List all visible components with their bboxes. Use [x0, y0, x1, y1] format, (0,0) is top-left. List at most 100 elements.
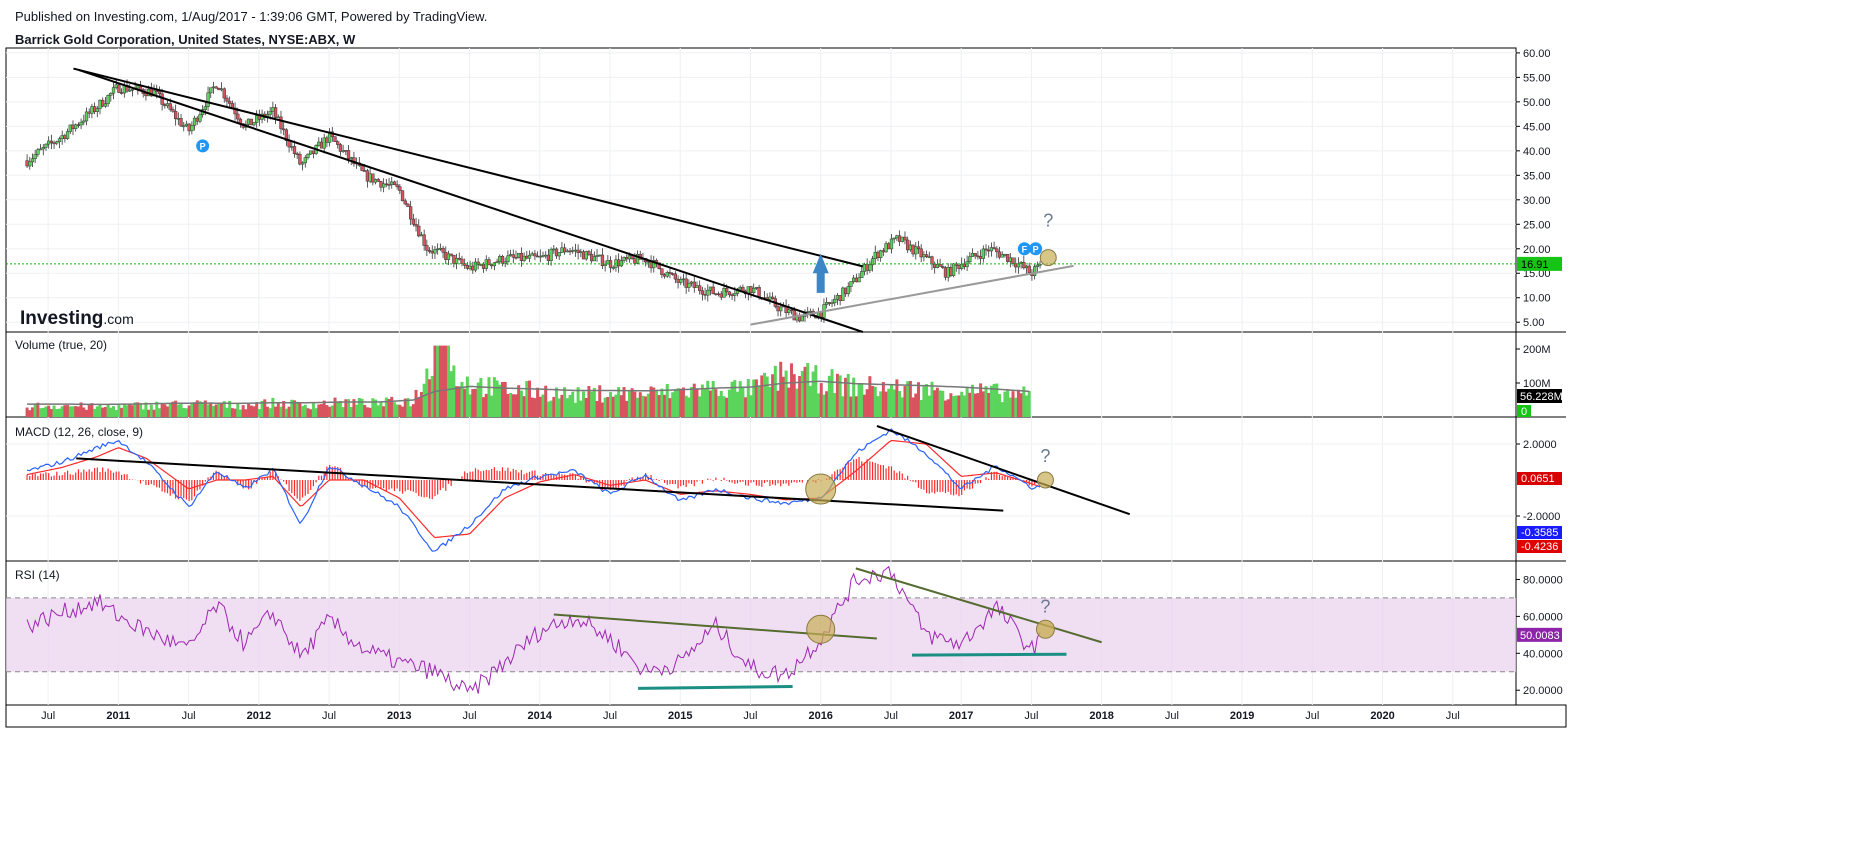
- candle-body: [252, 122, 256, 126]
- candle: [987, 245, 991, 258]
- candle: [514, 250, 518, 260]
- candle-body: [984, 248, 988, 251]
- volume-bar: [673, 389, 677, 417]
- volume-bar: [193, 402, 197, 417]
- candle: [535, 251, 540, 258]
- volume-bar: [160, 403, 164, 417]
- volume-bar: [749, 395, 753, 417]
- candle-body: [960, 263, 964, 269]
- volume-tick-label: 100M: [1523, 378, 1551, 390]
- candle: [498, 254, 502, 264]
- candle-body: [219, 88, 224, 91]
- volume-bar: [741, 387, 745, 417]
- volume-bar: [130, 405, 134, 417]
- candle-body: [560, 247, 564, 253]
- candle: [300, 161, 305, 171]
- candle-body: [957, 265, 961, 269]
- volume-bar: [368, 407, 372, 417]
- volume-bar: [446, 345, 450, 417]
- volume-bar: [803, 366, 807, 417]
- candle-body: [90, 106, 94, 114]
- volume-bar: [911, 397, 915, 417]
- rsi-tick-label: 40.0000: [1523, 648, 1563, 660]
- candle-body: [371, 173, 375, 183]
- candle: [57, 136, 62, 149]
- volume-bar: [182, 407, 186, 417]
- candle-body: [271, 107, 275, 112]
- x-tick-label: 2012: [247, 710, 271, 722]
- candle-body: [749, 286, 753, 294]
- candle-body: [163, 104, 167, 107]
- candle-body: [895, 235, 899, 239]
- volume-zero-label: 0: [1521, 406, 1527, 418]
- candle-body: [63, 135, 67, 139]
- highlight-circle: [805, 473, 837, 505]
- volume-bar: [409, 406, 413, 417]
- candle-body: [1008, 257, 1012, 262]
- candle-body: [408, 206, 413, 220]
- candle-body: [373, 179, 378, 183]
- volume-bar: [390, 396, 394, 417]
- volume-bar: [133, 402, 137, 417]
- macd-signal-line: [26, 439, 1041, 539]
- candle: [989, 242, 994, 257]
- volume-bar: [290, 399, 294, 417]
- candle: [530, 251, 534, 256]
- volume-bar: [449, 371, 453, 417]
- volume-bar: [541, 394, 545, 417]
- candle-body: [446, 253, 451, 260]
- volume-bar: [1003, 391, 1007, 417]
- volume-bar: [147, 409, 151, 417]
- volume-bar: [255, 402, 259, 417]
- candle: [271, 101, 275, 119]
- volume-bar: [952, 395, 956, 417]
- candle-body: [981, 248, 985, 259]
- candle-body: [157, 91, 162, 95]
- candle-body: [28, 161, 32, 167]
- volume-bar: [657, 395, 661, 417]
- volume-bar: [552, 396, 556, 417]
- candle: [117, 83, 121, 94]
- volume-bar: [787, 387, 791, 417]
- volume-bar: [395, 404, 399, 417]
- volume-bar: [538, 396, 542, 417]
- candle: [406, 203, 410, 207]
- candle-body: [106, 95, 110, 105]
- volume-bar: [865, 389, 869, 417]
- candle-body: [92, 106, 97, 112]
- candle: [114, 79, 118, 90]
- candle-body: [187, 123, 191, 132]
- candle: [846, 282, 850, 297]
- volume-bar: [546, 401, 550, 417]
- price-tick-label: 35.00: [1523, 170, 1551, 182]
- candle-body: [282, 128, 286, 131]
- x-tick-label: 2013: [387, 710, 411, 722]
- candle: [222, 87, 226, 103]
- candle-body: [835, 295, 840, 300]
- volume-bar: [495, 380, 499, 417]
- volume-bar: [490, 395, 494, 417]
- candle: [1038, 261, 1042, 269]
- candle-body: [503, 261, 507, 264]
- candle: [1003, 253, 1007, 258]
- candle: [603, 260, 607, 272]
- volume-bar: [487, 377, 491, 417]
- candle: [843, 287, 848, 297]
- volume-bar: [60, 406, 64, 417]
- volume-bar: [166, 406, 170, 417]
- volume-bar: [155, 401, 159, 417]
- candle-body: [209, 87, 213, 94]
- volume-bar: [889, 383, 893, 417]
- volume-bar: [954, 395, 958, 417]
- candle: [144, 88, 148, 101]
- candle-body: [752, 287, 756, 294]
- rsi-title: RSI (14): [15, 568, 60, 582]
- candle: [949, 264, 953, 278]
- candle: [835, 293, 840, 306]
- candle: [87, 108, 91, 119]
- candle: [171, 106, 175, 113]
- volume-bar: [846, 373, 850, 417]
- volume-bar: [498, 384, 502, 417]
- macd-trendline-long: [76, 457, 1004, 512]
